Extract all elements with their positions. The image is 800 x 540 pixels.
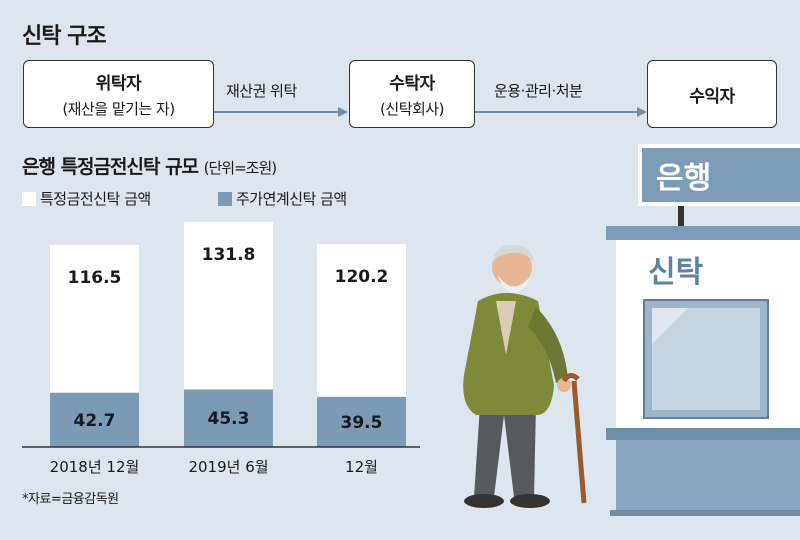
x-tick-label-1: 2019년 6월 (188, 458, 268, 476)
data-label-specified-money-1: 131.8 (202, 245, 256, 265)
flow-box-trustor-label: 위탁자 (95, 74, 142, 94)
legend-item-specified-money: 특정금전신탁 금액 (22, 188, 151, 209)
bar-chart: 116.5 42.7 2018년 12월 131.8 45.3 2019년 6월 120.2… (22, 222, 420, 476)
cane-handle (561, 373, 580, 383)
bar-specified-money-0 (50, 244, 139, 393)
sign-post (678, 206, 684, 226)
flow-box-trustee: 수탁자 (신탁회사) (349, 60, 475, 128)
page-title: 신탁 구조 (22, 24, 107, 49)
data-label-specified-money-0: 116.5 (68, 268, 122, 288)
flow-arrows (214, 107, 647, 117)
flow-arrow-2-label: 운용·관리·처분 (494, 82, 583, 100)
x-tick-label-2: 12월 (345, 458, 378, 476)
flow-arrow-1-label: 재산권 위탁 (226, 82, 297, 100)
data-label-specified-money-2: 120.2 (335, 267, 389, 287)
counter-base (610, 510, 800, 516)
chart-title-text: 은행 특정금전신탁 규모 (22, 156, 199, 178)
hand (557, 378, 571, 392)
flow-box-trustor: 위탁자 (재산을 맡기는 자) (23, 60, 214, 128)
shoe-right (510, 494, 550, 508)
hair (492, 244, 534, 263)
flow-box-beneficiary-label: 수익자 (689, 86, 735, 107)
bank-sign-text: 은행 (656, 161, 711, 196)
cane (571, 380, 587, 504)
source-note: *자료=금융감독원 (22, 492, 119, 507)
bar-els-0 (50, 392, 139, 447)
bar-specified-money-2 (317, 244, 406, 397)
bar-els-2 (317, 396, 406, 447)
window-reflection (652, 308, 688, 344)
flow-box-trustee-sub: (신탁회사) (380, 100, 444, 118)
data-label-els-0: 42.7 (74, 411, 116, 431)
bank-sign (642, 148, 800, 202)
x-tick-label-0: 2018년 12월 (50, 458, 140, 476)
head (492, 247, 532, 287)
legend-swatch-white (22, 191, 36, 206)
shoe-left (464, 494, 504, 508)
legend-swatch-blue (218, 191, 232, 206)
legend-label: 특정금전신탁 금액 (40, 190, 151, 208)
bar-els-1 (184, 389, 273, 447)
shirt (496, 301, 516, 355)
counter-top (606, 428, 800, 440)
arm (528, 307, 568, 383)
chart-unit: (단위=조원) (203, 159, 277, 177)
flow-box-trustee-label: 수탁자 (389, 74, 435, 94)
counter-body (616, 440, 800, 510)
flow-box-trustor-sub: (재산을 맡기는 자) (62, 100, 175, 118)
data-label-els-2: 39.5 (341, 413, 383, 433)
beard (498, 275, 530, 293)
flow-arrow-2-head (637, 107, 647, 117)
flow-box-beneficiary: 수익자 (647, 60, 777, 128)
bank-illustration: 은행 신탁 (606, 144, 800, 516)
elderly-man-illustration (463, 244, 587, 508)
legend-item-els: 주가연계신탁 금액 (218, 188, 347, 209)
trousers (474, 405, 536, 497)
bar-specified-money-1 (184, 222, 273, 390)
building-roof (606, 226, 800, 240)
data-label-els-1: 45.3 (208, 409, 250, 429)
chart-title: 은행 특정금전신탁 규모 (단위=조원) (22, 152, 277, 179)
trust-sign-text: 신탁 (648, 255, 704, 290)
legend-label: 주가연계신탁 금액 (236, 190, 347, 208)
flow-arrow-1-head (338, 107, 348, 117)
